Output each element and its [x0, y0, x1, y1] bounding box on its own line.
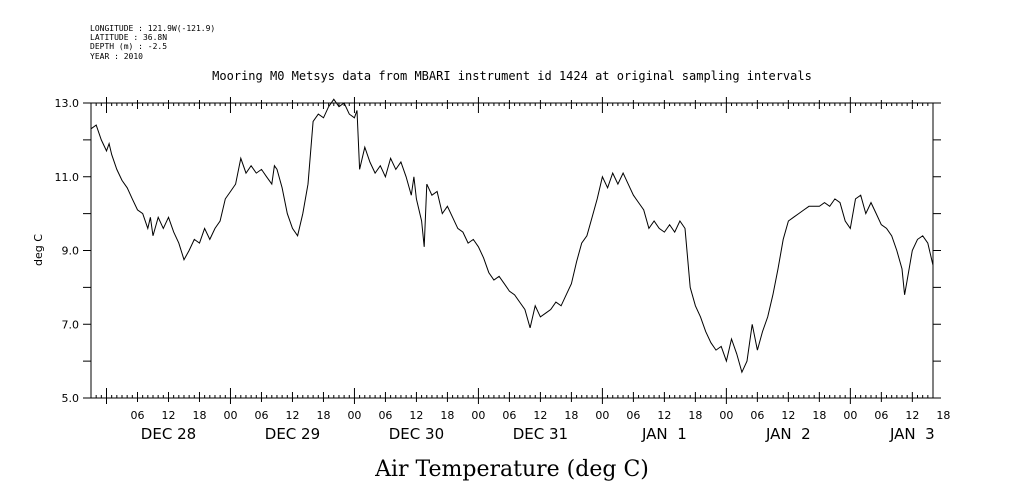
x-tick-label: 12 [161, 409, 175, 422]
y-tick-label: 5.0 [62, 392, 80, 405]
x-tick-label: 00 [843, 409, 857, 422]
x-tick-label: 12 [409, 409, 423, 422]
x-tick-label: 06 [874, 409, 888, 422]
day-labels: DEC 28 DEC 29 DEC 30 DEC 31 JAN 1 JAN 2 JAN 3 [141, 425, 935, 443]
x-tick-label: 18 [812, 409, 826, 422]
y-tick-label: 7.0 [62, 318, 80, 331]
chart-title: Mooring M0 Metsys data from MBARI instru… [212, 69, 812, 83]
y-tick-label: 9.0 [62, 245, 80, 258]
x-tick-label: 18 [564, 409, 578, 422]
x-tick-label: 12 [533, 409, 547, 422]
x-tick-label: 06 [130, 409, 144, 422]
day-label: DEC 29 [265, 425, 320, 443]
y-axis-label: deg C [32, 234, 45, 266]
x-tick-label: 00 [595, 409, 609, 422]
x-tick-label: 06 [254, 409, 268, 422]
day-label: DEC 28 [141, 425, 196, 443]
x-tick-labels: 06 12 18 00 06 12 18 00 06 12 18 00 06 12 18 00 06 12 18 00… [130, 409, 950, 422]
x-tick-label: 00 [223, 409, 237, 422]
air-temperature-line [90, 98, 934, 374]
x-tick-label: 18 [440, 409, 454, 422]
x-tick-label: 18 [316, 409, 330, 422]
x-tick-label: 18 [688, 409, 702, 422]
x-tick-label: 00 [719, 409, 733, 422]
x-tick-label: 06 [502, 409, 516, 422]
year-text: YEAR : 2010 [90, 52, 143, 61]
y-tick-label: 13.0 [55, 97, 80, 110]
x-tick-label: 06 [378, 409, 392, 422]
x-tick-label: 00 [471, 409, 485, 422]
plot-frame [90, 102, 934, 399]
x-tick-label: 06 [750, 409, 764, 422]
y-tick-labels: 5.0 7.0 9.0 11.0 13.0 [55, 97, 80, 405]
day-label: DEC 31 [513, 425, 568, 443]
latitude-text: LATITUDE : 36.8N [90, 33, 167, 42]
day-label: DEC 30 [389, 425, 444, 443]
axis-ticks [83, 97, 941, 404]
x-tick-label: 00 [347, 409, 361, 422]
x-tick-label: 18 [192, 409, 206, 422]
depth-text: DEPTH (m) : -2.5 [90, 42, 167, 51]
longitude-text: LONGITUDE : 121.9W(-121.9) [90, 24, 215, 33]
y-tick-label: 11.0 [55, 171, 80, 184]
x-tick-label: 12 [905, 409, 919, 422]
day-label: JAN 3 [889, 425, 935, 443]
day-label: JAN 2 [765, 425, 811, 443]
x-axis-label: Air Temperature (deg C) [374, 457, 649, 482]
day-label: JAN 1 [641, 425, 687, 443]
x-tick-label: 12 [657, 409, 671, 422]
x-tick-label: 18 [936, 409, 950, 422]
x-tick-label: 12 [781, 409, 795, 422]
x-tick-label: 12 [285, 409, 299, 422]
x-tick-label: 06 [626, 409, 640, 422]
